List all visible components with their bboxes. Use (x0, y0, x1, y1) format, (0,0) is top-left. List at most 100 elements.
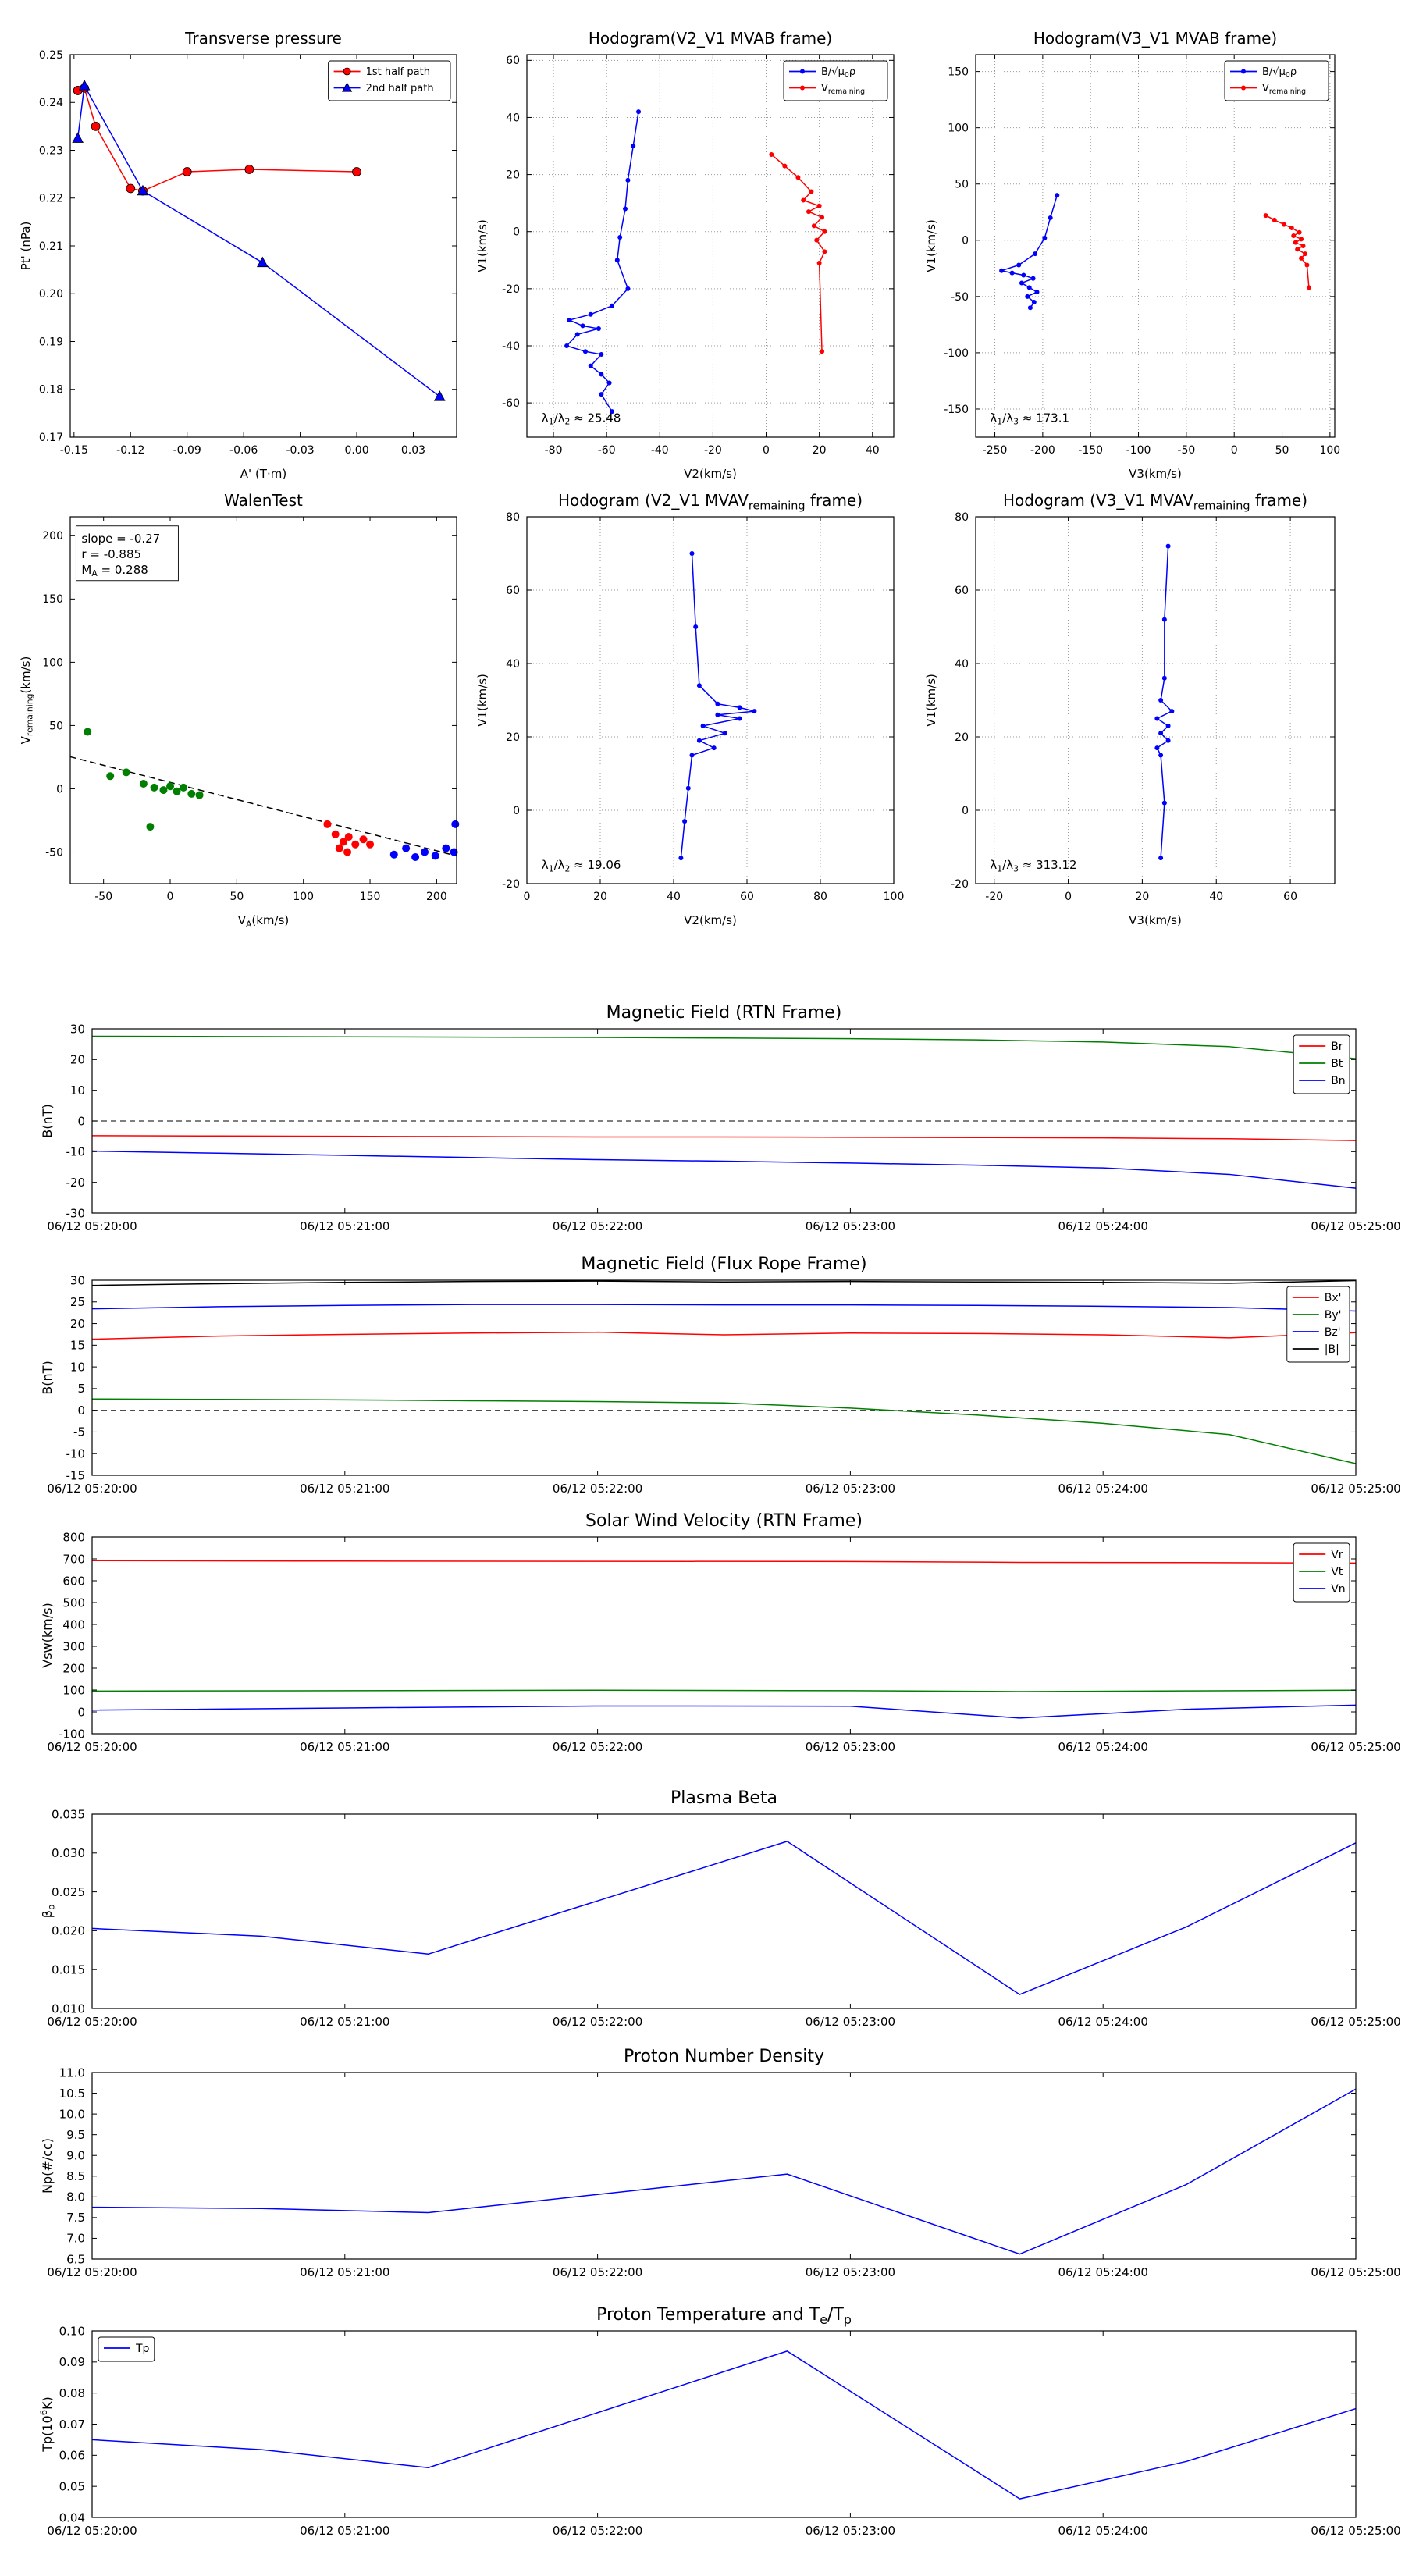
x-tick-label: 06/12 05:24:00 (1058, 1740, 1148, 1754)
y-tick-label: 30 (70, 1022, 85, 1036)
x-axis-label: VA(km/s) (238, 913, 290, 929)
chart-svg: -80 -60 -40 -20 0 20 40 -60 -40 -20 0 20 40 60 Hodogra… (475, 29, 895, 481)
marker-dot (421, 848, 429, 856)
marker-triangle (137, 184, 149, 196)
y-tick-label: -30 (66, 1206, 86, 1220)
marker-dot (811, 223, 816, 229)
y-tick-label: 0 (962, 805, 969, 817)
marker-dot (715, 712, 720, 717)
legend-label: Bn (1331, 1075, 1345, 1087)
marker-dot (625, 286, 631, 291)
marker-dot (1009, 270, 1015, 276)
y-tick-label: -50 (45, 846, 63, 859)
chart-svg: 06/12 05:20:00 06/12 05:21:00 06/12 05:22:… (40, 1254, 1401, 1496)
marker-dot (700, 723, 706, 728)
x-tick-label: 50 (229, 891, 244, 903)
y-tick-label: 10.5 (59, 2087, 85, 2101)
marker-dot (335, 844, 343, 852)
marker-dot (822, 249, 827, 254)
x-tick-label: 06/12 05:24:00 (1058, 2015, 1148, 2029)
marker-dot (173, 787, 181, 795)
axes-frame (975, 516, 1336, 884)
y-tick-label: -10 (66, 1446, 86, 1461)
y-tick-label: 0.09 (59, 2355, 85, 2369)
marker-dot (795, 175, 801, 180)
marker-dot (999, 268, 1005, 273)
y-axis-label: βp (40, 1905, 57, 1919)
marker-dot (1161, 617, 1167, 622)
marker-dot (344, 833, 353, 841)
x-tick-label: 06/12 05:23:00 (806, 2015, 895, 2029)
legend-label: Vremaining (1262, 83, 1306, 96)
chart-title: Transverse pressure (184, 29, 342, 48)
chart-magnetic-rtn: 06/12 05:20:00 06/12 05:21:00 06/12 05:22:… (23, 996, 1401, 1236)
chart-solar-wind-velocity: 06/12 05:20:00 06/12 05:21:00 06/12 05:22:… (23, 1504, 1401, 1757)
chart-svg: 06/12 05:20:00 06/12 05:21:00 06/12 05:22:… (38, 2305, 1401, 2538)
y-tick-label: 0.24 (39, 97, 63, 109)
x-tick-label: 0.00 (344, 444, 368, 457)
marker-dot (146, 823, 155, 831)
marker-dot (1016, 262, 1022, 268)
x-tick-label: -0.09 (173, 444, 201, 457)
chart-title: WalenTest (224, 491, 303, 510)
chart-title: Hodogram(V2_V1 MVAB frame) (589, 29, 832, 48)
legend: Br Bt Bn (1293, 1034, 1350, 1094)
marker-dot (159, 786, 168, 795)
x-tick-label: 06/12 05:24:00 (1058, 1482, 1148, 1496)
marker-dot (820, 349, 825, 354)
marker-dot (1272, 217, 1277, 222)
series-Bn (91, 1150, 1357, 1189)
marker-dot (599, 392, 604, 397)
chart-title: Proton Temperature and Te/Tp (596, 2305, 852, 2327)
marker-dot (1031, 300, 1037, 305)
chart-title: Solar Wind Velocity (RTN Frame) (585, 1511, 863, 1531)
marker-dot (737, 716, 742, 721)
y-tick-label: 0.05 (59, 2479, 85, 2493)
marker-dot (1302, 251, 1307, 257)
marker-dot (389, 850, 398, 859)
marker-dot (1299, 237, 1304, 242)
marker-dot (625, 177, 631, 183)
x-tick-label: 06/12 05:22:00 (553, 2524, 642, 2538)
chart-plasma-beta: 06/12 05:20:00 06/12 05:21:00 06/12 05:22:… (23, 1781, 1401, 2032)
y-tick-label: 80 (955, 511, 969, 524)
x-tick-label: 40 (667, 891, 681, 903)
marker-dot (822, 229, 827, 234)
y-tick-label: 10 (70, 1360, 85, 1374)
x-tick-label: 20 (593, 891, 607, 903)
marker-dot (606, 380, 612, 386)
chart-title: Magnetic Field (Flux Rope Frame) (581, 1254, 866, 1274)
y-tick-label: 0.020 (52, 1924, 85, 1938)
y-tick-label: 0.035 (52, 1807, 85, 1821)
marker-dot (636, 109, 642, 115)
annotation-text: λ1/λ3 ≈ 313.12 (990, 858, 1076, 873)
marker-circle (91, 121, 101, 131)
y-tick-label: 0.025 (52, 1885, 85, 1899)
y-axis-label: B(nT) (40, 1104, 55, 1137)
marker-dot (1161, 800, 1167, 806)
chart-transverse-pressure: -0.15 -0.12 -0.09 -0.06 -0.03 0.00 0.03 0.17 0.1… (16, 16, 468, 493)
series-Vn (91, 1704, 1357, 1719)
series-1st half path (77, 87, 357, 192)
chart-title: Plasma Beta (670, 1788, 777, 1808)
marker-dot (689, 551, 695, 556)
series-By' (91, 1398, 1357, 1464)
y-tick-label: 9.5 (66, 2128, 85, 2142)
y-axis-label: B(nT) (40, 1361, 55, 1394)
marker-dot (617, 235, 623, 240)
y-tick-label: -100 (59, 1727, 85, 1741)
x-tick-label: 0 (1231, 444, 1238, 457)
x-tick-label: 06/12 05:22:00 (553, 2265, 642, 2279)
marker-dot (596, 326, 601, 332)
marker-dot (1169, 709, 1175, 714)
x-tick-label: 06/12 05:24:00 (1058, 1219, 1148, 1233)
x-axis-label: V2(km/s) (684, 913, 737, 927)
x-tick-label: 06/12 05:20:00 (47, 2015, 137, 2029)
axes-frame (526, 516, 895, 884)
x-tick-label: -0.06 (229, 444, 258, 457)
legend-label: Vremaining (821, 83, 865, 96)
legend: Bx' By' Bz' |B| (1286, 1286, 1350, 1363)
marker-dot (715, 701, 720, 706)
y-tick-label: 300 (62, 1639, 85, 1653)
marker-triangle (256, 256, 269, 268)
